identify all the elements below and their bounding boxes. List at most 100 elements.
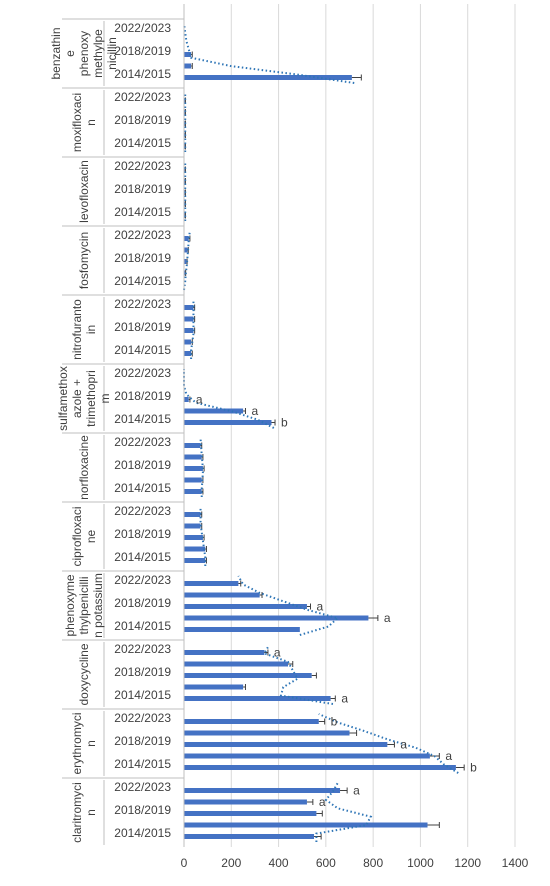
category-label-line: in [84, 325, 98, 334]
category-label: claritromycin [70, 782, 98, 843]
year-label: 2018/2019 [114, 596, 171, 610]
bar-norfloxacine-1 [184, 477, 202, 483]
bar-norfloxacine-2 [184, 466, 203, 471]
bar-nitrofurantoin-4 [184, 305, 194, 310]
year-label: 2014/2015 [114, 343, 171, 357]
category-label-line: n [84, 809, 98, 816]
year-label: 2022/2023 [114, 435, 171, 449]
category-label: ciprofloxacine [70, 506, 98, 566]
category-label-line: ne [84, 530, 98, 544]
bar-doxycycline-0 [184, 696, 331, 701]
bar-erythromycin-3 [184, 730, 350, 736]
year-label: 2018/2019 [114, 665, 171, 679]
year-label: 2022/2023 [114, 228, 171, 242]
year-label: 2014/2015 [114, 757, 171, 771]
bar-claritromycin-2 [184, 811, 317, 816]
trend-line [199, 507, 207, 566]
bar-erythromycin-2 [184, 742, 388, 747]
trend-line [183, 23, 355, 84]
year-label: 2018/2019 [114, 44, 171, 58]
significance-label: a [353, 784, 360, 798]
year-label: 2022/2023 [114, 504, 171, 518]
bar-phenoxymethylpenicillin-potassium-1 [184, 615, 369, 621]
bar-sulfamethoxazole-trimethoprim-2 [184, 397, 189, 402]
bar-doxycycline-2 [184, 673, 312, 678]
year-label: 2022/2023 [114, 366, 171, 380]
x-tick-label: 400 [269, 856, 289, 870]
significance-label: a [400, 738, 407, 752]
category-label: fosfomycin [77, 232, 91, 289]
bar-moxifloxacin-4 [184, 98, 186, 103]
year-label: 2014/2015 [114, 412, 171, 426]
bar-claritromycin-3 [184, 799, 307, 805]
bar-norfloxacine-4 [184, 443, 201, 448]
year-label: 2022/2023 [114, 711, 171, 725]
bar-ciprofloxacine-1 [184, 546, 206, 552]
category-label-line: phenoxy [77, 31, 91, 76]
trend-line [315, 782, 373, 842]
year-label: 2018/2019 [114, 527, 171, 541]
bar-levofloxacin-4 [184, 167, 186, 172]
category-label-line: methylpe [91, 29, 105, 78]
trend-line [199, 437, 204, 497]
category-label-line: thylpenicilli [77, 576, 91, 634]
year-label: 2022/2023 [114, 159, 171, 173]
year-label: 2022/2023 [114, 642, 171, 656]
year-label: 2014/2015 [114, 136, 171, 150]
x-tick-label: 1000 [407, 856, 434, 870]
trend-line [183, 230, 191, 291]
year-label: 2018/2019 [114, 113, 171, 127]
year-label: 2022/2023 [114, 573, 171, 587]
year-label: 2018/2019 [114, 734, 171, 748]
bar-phenoxymethylpenicillin-potassium-0 [184, 627, 300, 632]
year-label: 2014/2015 [114, 826, 171, 840]
category-label-line: nicillin [105, 37, 119, 70]
bar-ciprofloxacine-0 [184, 558, 206, 563]
year-label: 2014/2015 [114, 619, 171, 633]
significance-label: a [341, 692, 348, 706]
year-label: 2014/2015 [114, 67, 171, 81]
category-labels: claritromycinerythromycindoxycyclinephen… [49, 27, 119, 842]
category-label: benzathinephenoxymethylpenicillin [49, 27, 119, 79]
bar-benzathine-phenoxymethylpenicillin-1 [184, 63, 192, 69]
category-label-line: norfloxacine [77, 435, 91, 500]
x-tick-label: 600 [316, 856, 336, 870]
category-label-line: azole + [70, 379, 84, 418]
year-label: 2018/2019 [114, 182, 171, 196]
bar-fosfomycin-1 [184, 270, 186, 276]
bar-claritromycin-0 [184, 834, 315, 839]
category-label-line: m [98, 394, 112, 404]
category-label-line: ciprofloxaci [70, 506, 84, 566]
year-label: 2014/2015 [114, 688, 171, 702]
bars [184, 52, 456, 839]
bar-claritromycin-4 [184, 788, 341, 793]
x-tick-label: 0 [181, 856, 188, 870]
significance-label: b [281, 416, 288, 430]
significance-label: a [274, 646, 281, 660]
significance-label: b [331, 715, 338, 729]
year-label: 2018/2019 [114, 389, 171, 403]
category-label-line: moxifloxaci [70, 93, 84, 152]
trend-line [183, 369, 275, 429]
category-label: nitrofurantoin [70, 299, 98, 360]
x-tick-label: 800 [363, 856, 383, 870]
significance-label: a [196, 393, 203, 407]
category-label-line: levofloxacin [77, 160, 91, 223]
bar-doxycycline-4 [184, 650, 265, 655]
trend-line [318, 713, 459, 774]
year-label: 2022/2023 [114, 21, 171, 35]
x-tick-label: 1400 [502, 856, 529, 870]
category-label-line: nitrofuranto [70, 299, 84, 360]
year-label: 2018/2019 [114, 251, 171, 265]
bar-fosfomycin-4 [184, 236, 189, 241]
bar-nitrofurantoin-0 [184, 351, 192, 356]
bar-fosfomycin-3 [184, 247, 188, 253]
year-label: 2018/2019 [114, 320, 171, 334]
bar-doxycycline-3 [184, 661, 289, 667]
year-label: 2022/2023 [114, 90, 171, 104]
year-label: 2014/2015 [114, 481, 171, 495]
bar-phenoxymethylpenicillin-potassium-4 [184, 581, 239, 586]
category-label-line: n [84, 740, 98, 747]
